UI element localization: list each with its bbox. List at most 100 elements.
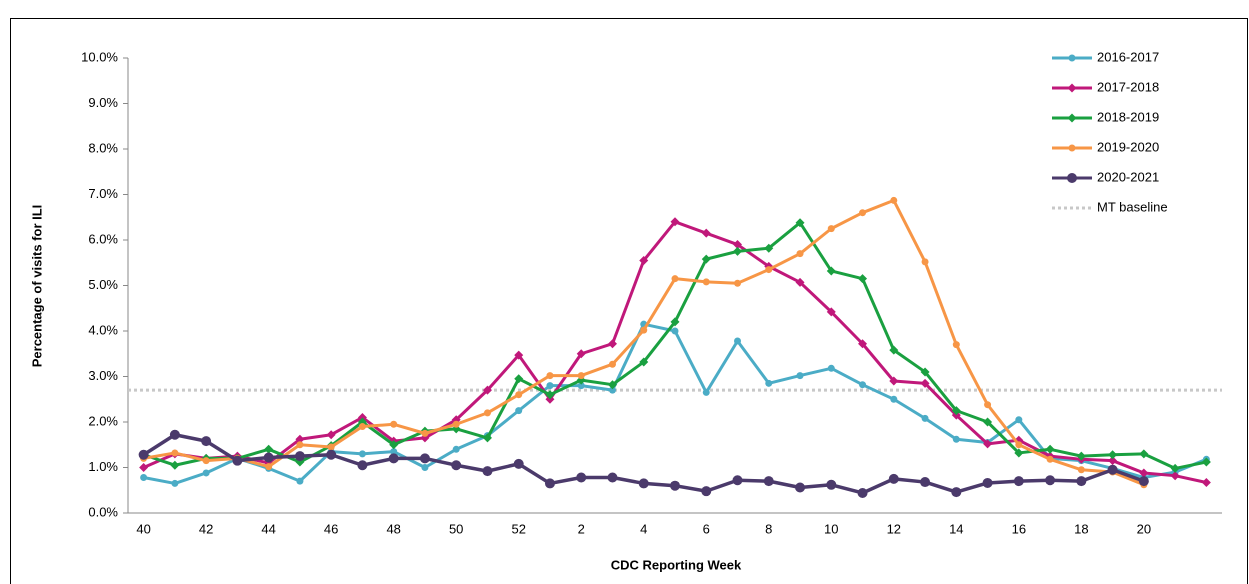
data-point <box>765 266 773 274</box>
data-point <box>1108 450 1118 460</box>
data-point <box>920 477 931 488</box>
data-point <box>858 274 868 284</box>
y-tick-label: 7.0% <box>88 186 118 201</box>
data-point <box>482 385 492 395</box>
data-point <box>952 435 960 443</box>
data-point <box>576 349 586 359</box>
data-point <box>639 357 649 367</box>
data-point <box>1077 466 1085 474</box>
data-point <box>795 218 805 228</box>
y-tick-label: 0.0% <box>88 504 118 519</box>
data-point <box>140 474 148 482</box>
x-tick-label: 48 <box>386 521 400 536</box>
x-tick-label: 4 <box>640 521 647 536</box>
data-point <box>858 339 868 349</box>
data-point <box>734 279 742 287</box>
legend-marker <box>1067 173 1077 183</box>
data-point <box>295 434 305 444</box>
y-tick-label: 9.0% <box>88 95 118 110</box>
data-point <box>296 477 304 485</box>
y-tick-label: 5.0% <box>88 277 118 292</box>
data-point <box>670 217 680 227</box>
x-tick-label: 8 <box>765 521 772 536</box>
x-tick-label: 2 <box>578 521 585 536</box>
data-point <box>608 386 616 394</box>
data-point <box>170 460 180 470</box>
data-point <box>1170 471 1180 481</box>
data-point <box>326 430 336 440</box>
y-tick-label: 1.0% <box>88 459 118 474</box>
data-point <box>607 380 617 390</box>
data-point <box>515 407 523 415</box>
data-point <box>826 307 836 317</box>
data-point <box>263 452 274 463</box>
data-point <box>733 240 743 250</box>
data-point <box>890 196 898 204</box>
data-point <box>638 478 649 489</box>
data-point <box>857 487 868 498</box>
data-point <box>920 378 930 388</box>
data-point <box>796 372 804 380</box>
data-point <box>546 372 554 380</box>
legend-label: 2020-2021 <box>1097 169 1159 184</box>
data-point <box>795 277 805 287</box>
data-point <box>421 429 429 437</box>
data-point <box>827 225 835 233</box>
data-point <box>608 360 616 368</box>
y-tick-label: 6.0% <box>88 231 118 246</box>
data-point <box>702 278 710 286</box>
data-point <box>327 443 335 451</box>
data-point <box>388 453 399 464</box>
data-point <box>545 390 555 400</box>
data-point <box>296 441 304 449</box>
legend-label: 2017-2018 <box>1097 79 1159 94</box>
data-point <box>607 472 618 483</box>
data-point <box>139 463 149 472</box>
data-point <box>358 423 366 431</box>
legend-label: 2016-2017 <box>1097 49 1159 64</box>
data-point <box>796 250 804 258</box>
data-point <box>983 417 993 427</box>
data-point <box>607 339 617 349</box>
data-point <box>390 448 398 456</box>
data-point <box>1139 449 1149 459</box>
data-point <box>732 475 743 486</box>
x-tick-label: 20 <box>1137 521 1151 536</box>
data-point <box>826 266 836 276</box>
data-point <box>171 479 179 487</box>
chart-border <box>10 18 1248 584</box>
data-point <box>1139 468 1149 478</box>
data-point <box>733 246 743 256</box>
data-point <box>671 275 679 283</box>
data-point <box>734 337 742 345</box>
data-point <box>1014 448 1024 458</box>
data-point <box>482 466 493 477</box>
data-point <box>983 439 993 449</box>
data-point <box>1015 416 1023 424</box>
data-point <box>890 395 898 403</box>
data-point <box>982 477 993 488</box>
data-point <box>577 372 585 380</box>
data-point <box>294 451 305 462</box>
data-point <box>452 445 460 453</box>
data-point <box>640 326 648 334</box>
data-point <box>670 480 680 491</box>
data-point <box>827 364 835 372</box>
data-point <box>264 444 274 454</box>
data-point <box>201 436 212 447</box>
data-point <box>513 458 524 469</box>
data-point <box>169 429 180 440</box>
x-axis-title: CDC Reporting Week <box>611 557 742 572</box>
data-point <box>1013 476 1024 487</box>
y-tick-label: 4.0% <box>88 322 118 337</box>
series-line <box>143 221 1207 470</box>
x-tick-label: 52 <box>511 521 525 536</box>
y-tick-label: 8.0% <box>88 140 118 155</box>
data-point <box>514 374 524 384</box>
data-point <box>670 317 680 327</box>
data-point <box>1201 457 1211 467</box>
data-point <box>1045 444 1055 454</box>
data-point <box>1045 475 1056 486</box>
data-point <box>358 450 366 458</box>
data-point <box>765 379 773 387</box>
